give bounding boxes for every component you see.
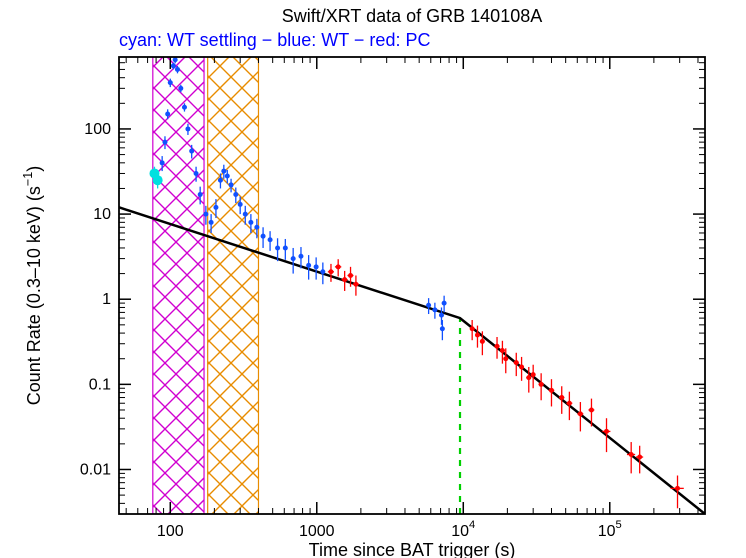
data-point [559,395,564,400]
data-point [539,382,544,387]
data-point [213,205,218,210]
data-point [160,160,165,165]
data-point [578,411,583,416]
y-tick-label: 1 [102,291,111,308]
data-point [514,360,519,365]
data-point [432,307,437,312]
chart-subtitle: cyan: WT settling − blue: WT − red: PC [119,30,430,50]
data-point [233,192,238,197]
data-point [171,63,176,68]
data-point [189,149,194,154]
y-axis-label: Count Rate (0.3–10 keV) (s−1) [21,166,44,405]
x-axis-label: Time since BAT trigger (s) [309,540,516,558]
data-point [336,264,341,269]
data-point [268,237,273,242]
data-point [589,407,594,412]
data-point [261,234,266,239]
y-tick-label: 100 [84,121,111,138]
data-point [178,86,183,91]
data-point [567,401,572,406]
data-point [475,332,480,337]
data-point [348,273,353,278]
data-point [182,105,187,110]
data-point [248,220,253,225]
data-point [637,455,642,460]
data-point [175,67,180,72]
data-point [165,111,170,116]
data-point [426,303,431,308]
data-point [238,202,243,207]
data-point [503,356,508,361]
hatched-region [153,57,204,514]
data-point [442,301,447,306]
x-tick-label: 1000 [299,523,335,540]
chart-svg: 10010001041050.010.1110100Swift/XRT data… [0,0,746,558]
data-point [298,254,303,259]
chart-container: 10010001041050.010.1110100Swift/XRT data… [0,0,746,558]
data-point [173,57,178,62]
data-point [320,269,325,274]
data-point [306,263,311,268]
data-point [203,212,208,217]
data-point [209,220,214,225]
data-point [283,245,288,250]
data-point [531,372,536,377]
data-point [243,212,248,217]
data-point [439,313,444,318]
data-point [480,339,485,344]
data-point [185,126,190,131]
chart-title: Swift/XRT data of GRB 140108A [282,6,542,26]
data-point [519,364,524,369]
data-point [229,182,234,187]
data-point [275,245,280,250]
data-point [221,169,226,174]
x-tick-label: 100 [157,523,184,540]
data-point [604,429,609,434]
data-point [342,277,347,282]
y-tick-label: 10 [93,206,111,223]
data-point [328,269,333,274]
data-point [194,171,199,176]
data-point [314,264,319,269]
data-point [500,348,505,353]
y-tick-label: 0.1 [89,376,111,393]
y-tick-label: 0.01 [80,461,111,478]
data-point [162,140,167,145]
data-point [168,80,173,85]
data-point [549,388,554,393]
chart-bg [0,0,746,558]
data-point [225,174,230,179]
data-point [153,175,163,185]
data-point [218,178,223,183]
data-point [440,326,445,331]
data-point [254,225,259,230]
data-point [629,452,634,457]
data-point [353,282,358,287]
data-point [291,256,296,261]
data-point [470,326,475,331]
data-point [526,375,531,380]
hatched-region [208,57,259,514]
data-point [675,486,680,491]
data-point [495,344,500,349]
data-point [198,192,203,197]
